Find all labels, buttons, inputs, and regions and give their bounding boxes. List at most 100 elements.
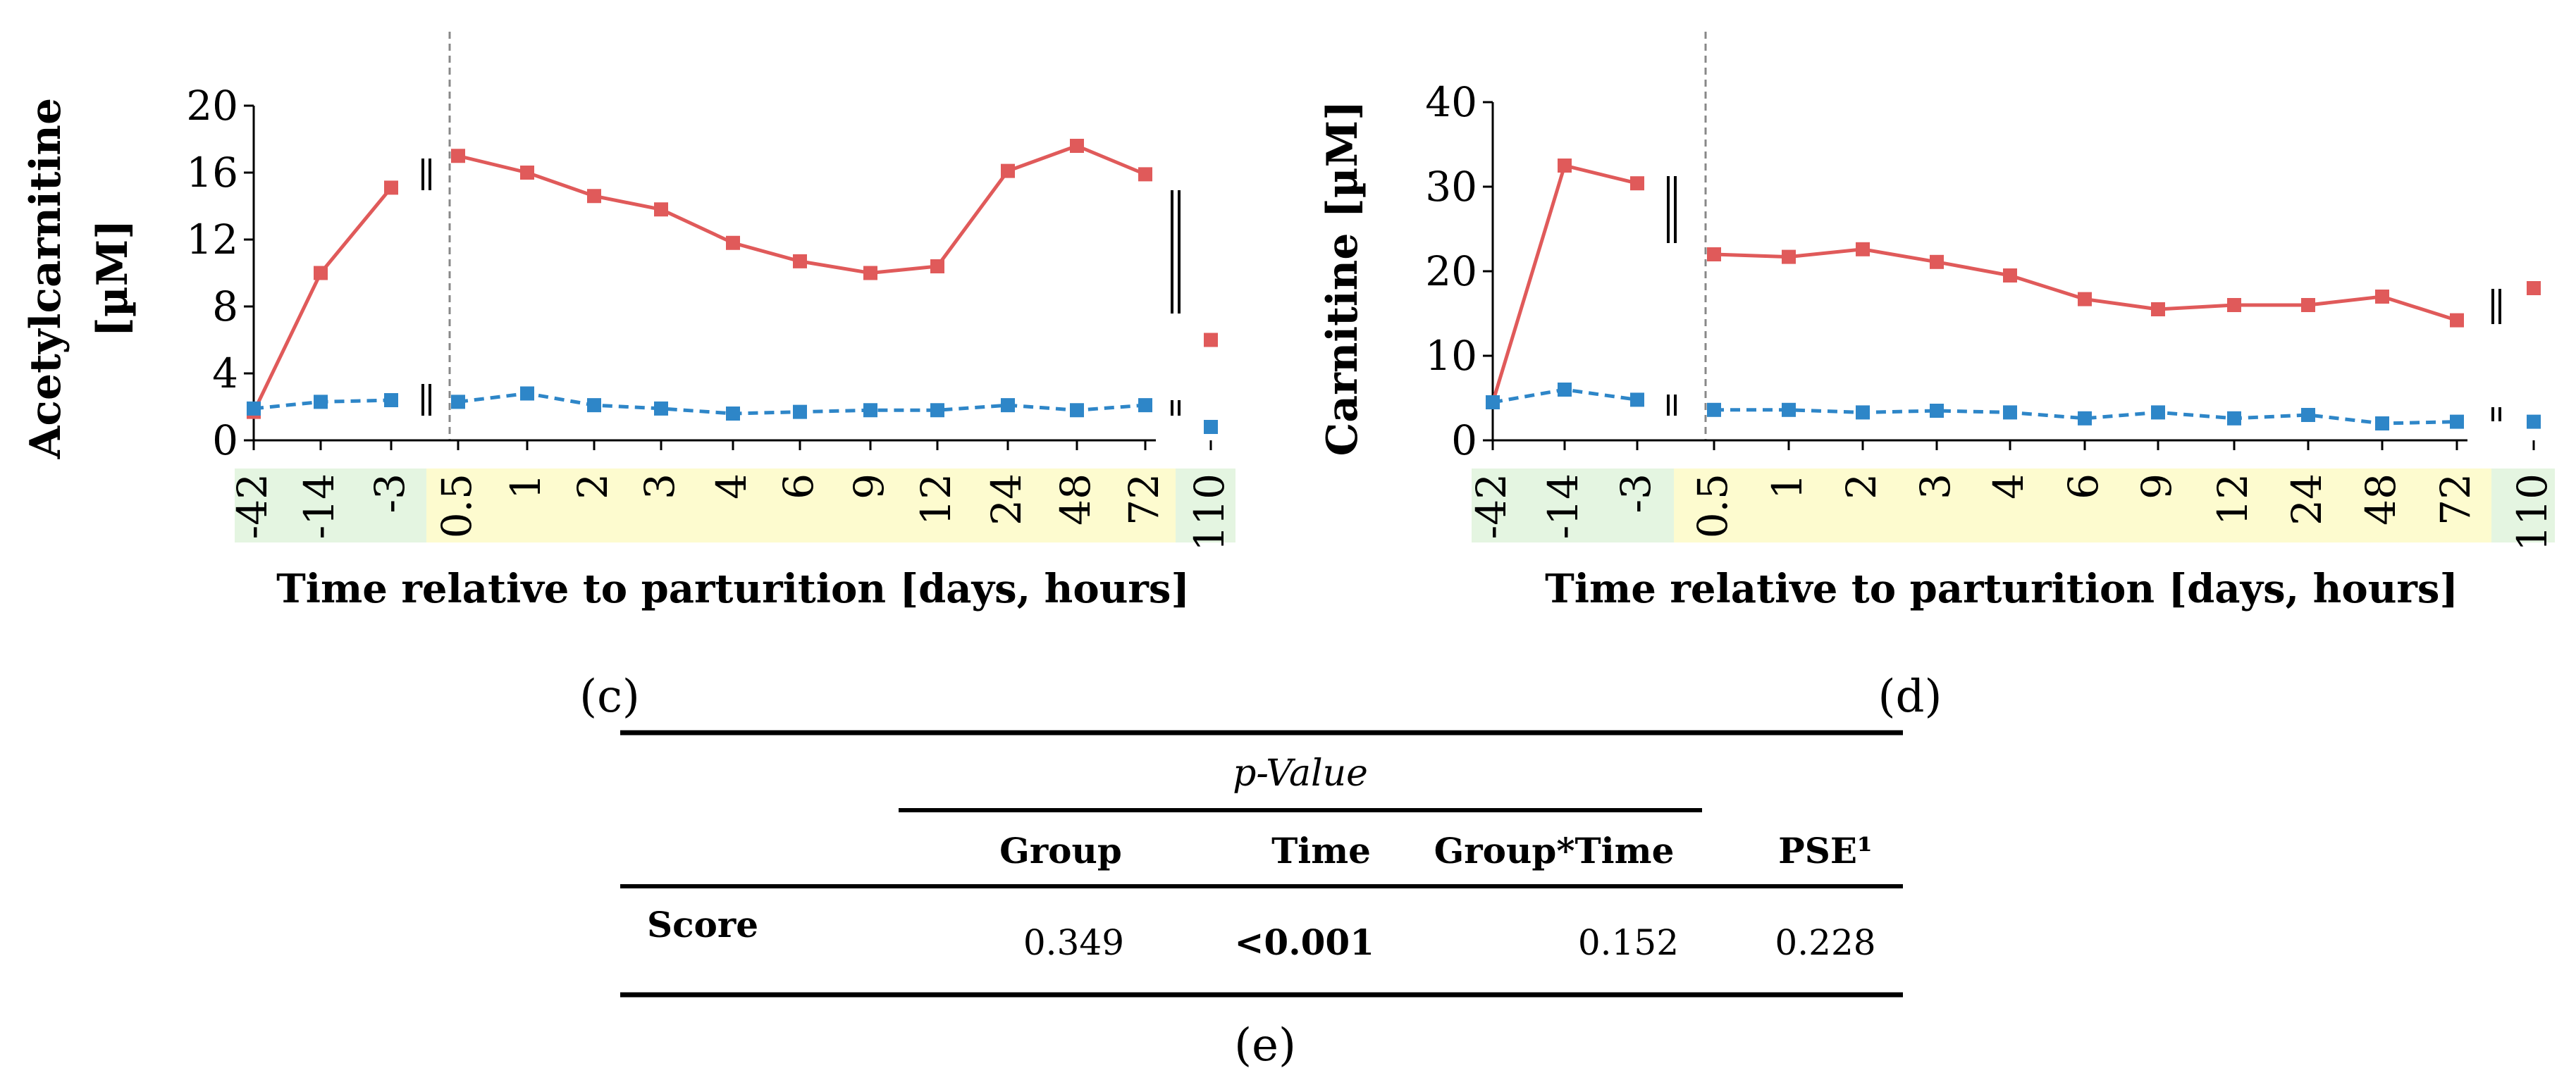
x-tick-label: 110 — [2508, 473, 2556, 552]
x-tick-label: 12 — [2209, 473, 2257, 526]
y-axis-label-c-line1: Acetylcarnitine — [21, 98, 70, 459]
cell-group: 0.349 — [1023, 922, 1124, 963]
data-point-red — [1930, 254, 1944, 269]
y-tick-label: 0 — [212, 416, 238, 464]
x-tick-label: 72 — [2432, 473, 2479, 526]
data-point-blue — [1782, 402, 1796, 417]
days-band — [2491, 469, 2555, 542]
cell-group-time: 0.152 — [1578, 922, 1679, 963]
x-tick-label: 2 — [569, 473, 617, 500]
x-tick-label: 24 — [2283, 473, 2331, 526]
row-label-score: Score — [647, 904, 758, 945]
data-point-blue — [930, 403, 944, 418]
x-tick-label: 3 — [1911, 473, 1959, 500]
data-point-red — [587, 189, 601, 204]
hours-band — [426, 469, 1176, 542]
panel-label-e: (e) — [1234, 1019, 1296, 1072]
data-point-blue — [1001, 398, 1015, 413]
data-point-red — [863, 266, 877, 280]
header-group: Group — [999, 830, 1122, 871]
data-point-blue — [2151, 405, 2165, 420]
data-point-blue — [2003, 405, 2017, 420]
data-point-red — [1856, 242, 1870, 256]
x-tick-label: 4 — [1985, 473, 2033, 500]
data-point-red — [930, 259, 944, 273]
data-point-blue — [1138, 398, 1152, 413]
data-point-blue — [451, 395, 465, 409]
data-point-red — [793, 254, 807, 268]
data-point-red — [451, 149, 465, 163]
y-tick-label: 4 — [212, 349, 238, 397]
data-point-red — [726, 235, 740, 250]
x-tick-label: 48 — [2357, 473, 2405, 526]
x-axis-label-d: Time relative to parturition [days, hour… — [1545, 566, 2458, 612]
chart-panel-c: Acetylcarnitine [µM] Time relative to pa… — [21, 32, 1235, 723]
y-tick-label: 0 — [1451, 416, 1477, 464]
data-point-blue — [520, 386, 534, 401]
x-tick-label: -3 — [1612, 473, 1660, 514]
x-tick-label: 24 — [982, 473, 1030, 526]
x-tick-label: 4 — [708, 473, 756, 500]
data-point-blue — [1558, 383, 1572, 397]
data-point-blue — [2078, 411, 2092, 426]
data-point-red — [314, 266, 328, 280]
data-point-red — [384, 180, 398, 195]
panel-label-d: (d) — [1878, 671, 1942, 723]
y-tick-label: 12 — [186, 216, 238, 263]
data-point-red — [2078, 292, 2092, 306]
data-point-blue — [1486, 395, 1500, 409]
hours-band — [1674, 469, 2491, 542]
cell-pse: 0.228 — [1775, 922, 1875, 963]
y-tick-label: 40 — [1425, 78, 1477, 126]
header-pse: PSE¹ — [1778, 830, 1873, 871]
x-tick-label: 6 — [2059, 473, 2107, 500]
x-tick-label: 0.5 — [433, 473, 481, 538]
pvalue-table: p-Value Group Time Group*Time PSE¹ Score… — [620, 730, 1903, 1072]
data-point-red — [1558, 159, 1572, 173]
panel-label-c: (c) — [579, 671, 640, 723]
data-point-blue — [1630, 392, 1644, 407]
data-point-blue — [2375, 416, 2389, 430]
x-tick-label: 72 — [1120, 473, 1168, 526]
data-point-red — [1070, 139, 1084, 153]
pvalue-header: p-Value — [1233, 752, 1368, 795]
series-red-line — [252, 186, 393, 413]
data-point-blue — [2227, 411, 2241, 426]
data-point-blue — [1856, 405, 1870, 420]
x-tick-label: 9 — [2133, 473, 2181, 500]
series-red-line — [1713, 247, 2458, 322]
y-axis-label-c-line2: [µM] — [88, 219, 137, 337]
series-red-line — [457, 144, 1146, 275]
data-point-red — [1001, 163, 1015, 178]
data-point-red — [1782, 249, 1796, 264]
header-group-time: Group*Time — [1434, 830, 1675, 871]
y-tick-label: 30 — [1425, 163, 1477, 211]
y-tick-label: 16 — [186, 149, 238, 197]
data-point-blue — [863, 403, 877, 418]
data-point-red — [654, 202, 668, 217]
data-point-blue — [1070, 403, 1084, 418]
x-tick-label: -42 — [228, 473, 276, 539]
x-tick-label: 110 — [1185, 473, 1233, 552]
data-point-blue — [654, 401, 668, 416]
x-tick-label: 2 — [1837, 473, 1885, 500]
data-point-red — [2003, 268, 2017, 283]
chart-panel-d: Carnitine [µM] Time relative to parturit… — [1318, 32, 2556, 723]
data-point-blue — [726, 407, 740, 421]
x-tick-label: -14 — [295, 473, 343, 539]
data-point-blue — [2527, 414, 2541, 429]
x-tick-label: 1 — [1763, 473, 1811, 500]
y-tick-label: 10 — [1425, 332, 1477, 380]
data-point-red — [1204, 333, 1218, 347]
x-tick-label: 9 — [845, 473, 893, 500]
data-point-blue — [247, 401, 261, 416]
days-band — [1176, 469, 1235, 542]
x-tick-label: -3 — [366, 473, 414, 514]
data-point-blue — [1930, 404, 1944, 418]
x-tick-label: 48 — [1052, 473, 1099, 526]
data-point-blue — [793, 404, 807, 419]
series-red-line — [1491, 163, 1638, 403]
x-tick-label: 12 — [912, 473, 960, 526]
data-point-blue — [384, 393, 398, 407]
